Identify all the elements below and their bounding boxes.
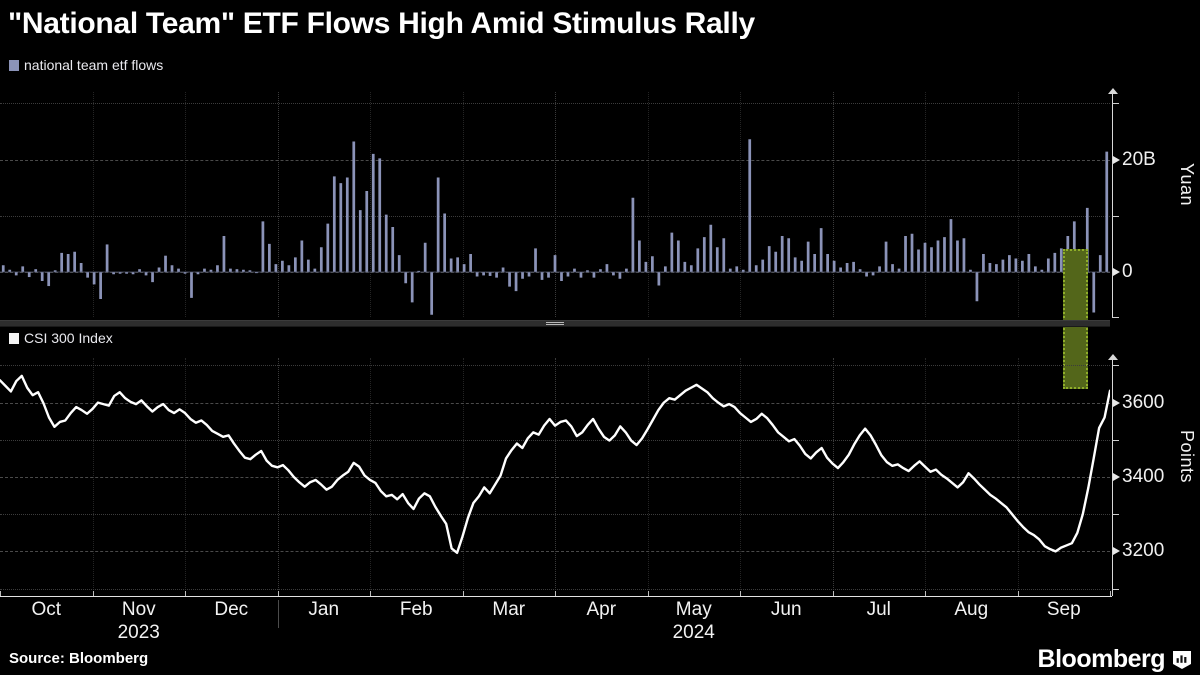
x-tick [462,591,464,596]
x-axis-label-jul: Jul [866,599,891,620]
vertical-gridline-minor [1017,92,1019,317]
x-axis-label-nov: Nov [121,599,156,620]
plot-area-line [0,358,1110,596]
vertical-gridline [277,92,279,317]
horizontal-gridline [0,365,1110,367]
panel-splitter[interactable] [0,320,1110,327]
y-tick-minor [1112,439,1119,441]
x-axis-label-may: May [675,599,712,620]
horizontal-gridline [0,588,1110,590]
y-tick-minor [1112,514,1119,516]
x-axis-label-oct: Oct [31,599,62,620]
bloomberg-logo-icon [1173,650,1191,669]
horizontal-gridline [0,402,1110,404]
y-tick-minor [1112,588,1119,590]
gridlines-bars [0,92,1110,317]
line-series-csi-300-index [0,374,1110,555]
x-axis-label-mar: Mar [492,599,526,620]
y-axis-title-points: Points [1177,430,1197,484]
splitter-grip-icon[interactable] [546,322,564,326]
x-axis-year-separator [277,600,279,628]
x-tick [185,591,186,596]
horizontal-gridline [0,159,1110,161]
brand-wordmark: Bloomberg [1037,645,1166,673]
x-axis-label-apr: Apr [586,599,617,620]
horizontal-gridline [0,477,1110,478]
x-axis-year-2023: 2023 [117,622,160,643]
horizontal-gridline [0,215,1110,217]
x-tick [1017,591,1019,596]
bar-swatch-blue-icon [9,59,19,71]
horizontal-gridline [0,272,1110,273]
source-note: Source: Bloomberg [9,650,149,667]
x-axis-line [0,596,1112,597]
y-tick-minor [1112,317,1119,318]
bar-series-national-team-etf-flows [0,139,1110,315]
x-tick [370,591,371,596]
horizontal-gridline [0,439,1110,441]
x-axis-label-jun: Jun [770,599,802,620]
y-tick-label: 20B [1122,148,1156,170]
x-axis-label-sep: Sep [1046,599,1081,620]
legend-label-bottom: CSI 300 Index [24,330,113,346]
y-tick-label: 3400 [1122,466,1165,487]
horizontal-gridline [0,103,1110,105]
vertical-gridline-minor [370,92,371,317]
vertical-gridline-minor [740,92,741,317]
legend-csi-300-index[interactable]: CSI 300 Index [9,330,113,346]
y-tick-label: 3200 [1122,540,1165,562]
vertical-gridline-minor [462,92,464,317]
y-tick-minor [1112,215,1119,217]
bloomberg-brand: Bloomberg [1038,645,1192,674]
x-tick [277,591,279,596]
line-swatch-white-icon [9,332,19,344]
y-tick-major-icon [1113,155,1120,164]
vertical-gridline-minor [92,92,94,317]
x-tick [0,591,1,596]
y-axis-title-yuan: Yuan [1177,163,1197,207]
plot-area-bars [0,92,1110,317]
x-axis-label-feb: Feb [399,599,433,620]
page-title: "National Team" ETF Flows High Amid Stim… [8,7,755,40]
x-axis-label-jan: Jan [308,599,340,620]
x-tick [740,591,741,596]
y-tick-major-icon [1113,398,1120,407]
horizontal-gridline [0,551,1110,553]
legend-national-team-etf-flows[interactable]: national team etf flows [9,57,163,73]
y-axis-yuan [1112,92,1113,317]
y-tick-minor [1112,365,1119,367]
x-tick [832,591,834,596]
x-axis-year-2024: 2024 [672,622,715,643]
y-tick-major-icon [1113,547,1120,556]
x-axis-label-dec: Dec [214,599,249,620]
x-tick [925,591,926,596]
y-axis-bottom-arrow-icon [1108,354,1118,360]
panel-etf-flows [0,92,1110,389]
y-tick-major-icon [1113,473,1120,481]
y-axis-top-arrow-icon [1108,88,1118,94]
x-tick [92,591,94,596]
y-tick-minor [1112,103,1119,105]
y-axis-points [1112,358,1113,596]
y-tick-major-icon [1113,268,1120,276]
vertical-gridline-minor [185,92,186,317]
vertical-gridline-minor [925,92,926,317]
y-tick-label: 3600 [1122,391,1165,413]
x-tick [647,591,649,596]
x-axis-label-aug: Aug [954,599,989,620]
panel-csi-300 [0,358,1110,596]
y-tick-label: 0 [1122,261,1133,282]
x-tick [1110,591,1111,596]
vertical-gridline [832,92,834,317]
horizontal-gridline [0,514,1110,516]
x-tick [555,591,556,596]
legend-label-top: national team etf flows [24,57,164,73]
vertical-gridline [555,92,556,317]
vertical-gridline-minor [647,92,649,317]
gridlines-line [0,358,1110,596]
